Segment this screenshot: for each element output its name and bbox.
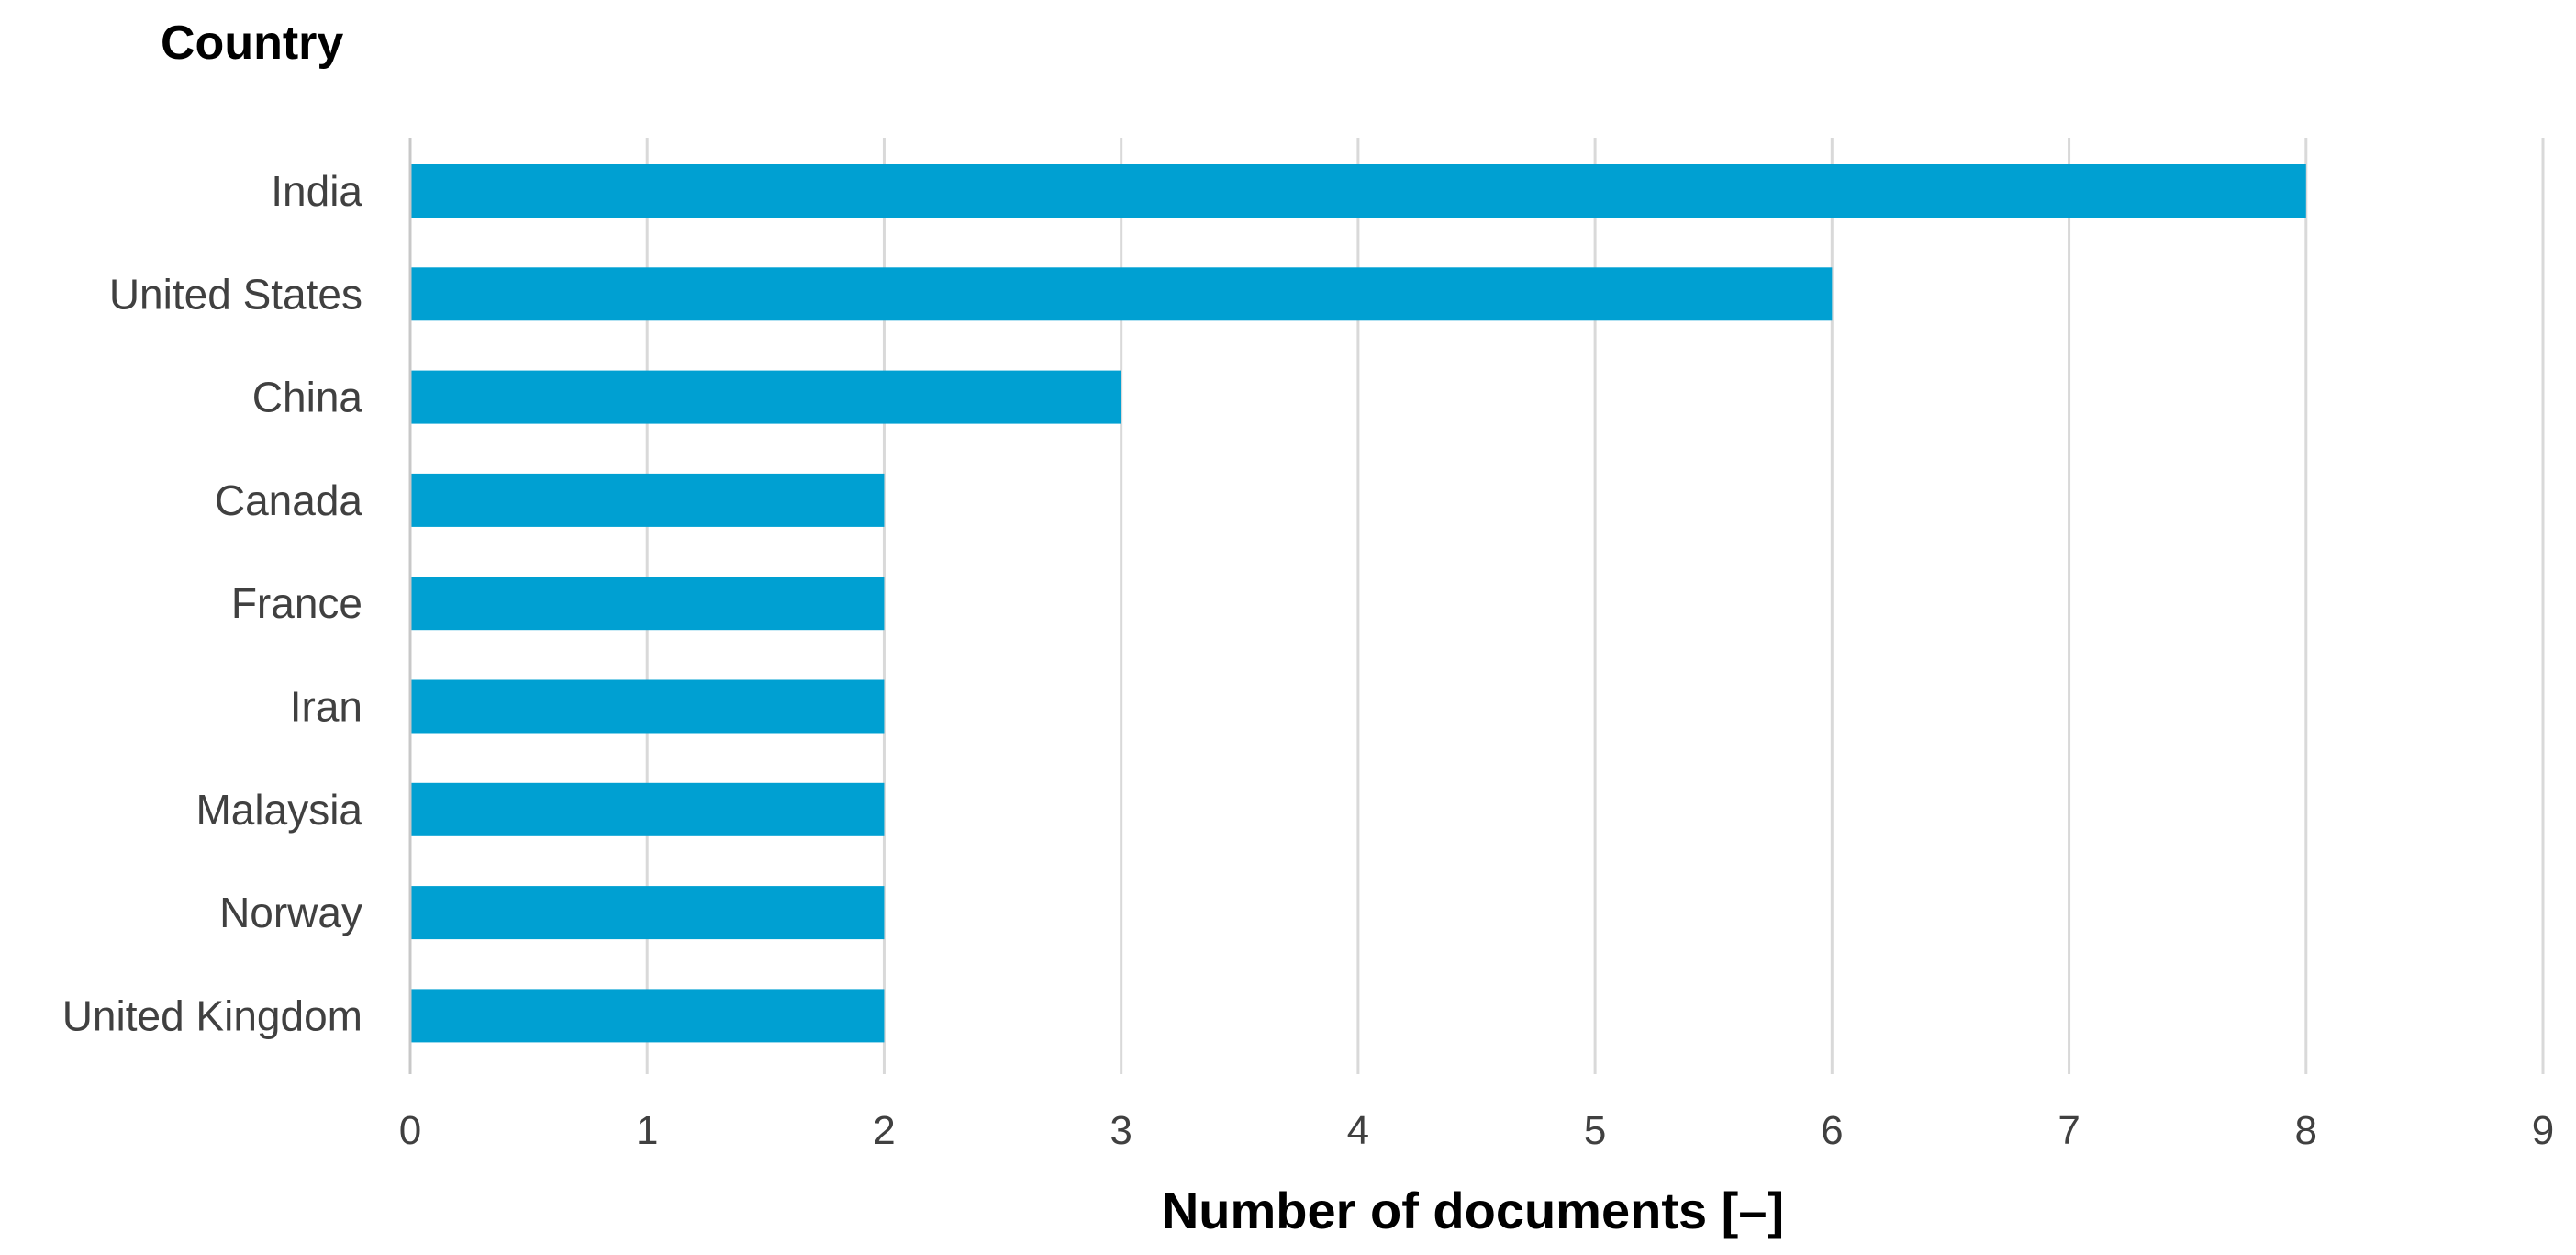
y-axis-title: Country: [161, 17, 343, 70]
labels: Country Number of documents [–] 0 1 2 3 4 5 6 7…: [62, 17, 2555, 1239]
category-label-india: India: [271, 167, 362, 215]
x-tick-label: 9: [2532, 1108, 2554, 1153]
bar-india: [410, 164, 2306, 218]
x-tick-label: 1: [636, 1108, 658, 1153]
bar-france: [410, 577, 885, 631]
x-tick-label: 6: [1821, 1108, 1843, 1153]
category-label-united-states: United States: [109, 270, 362, 318]
x-tick-label: 7: [2057, 1108, 2080, 1153]
x-axis-title: Number of documents [–]: [1162, 1182, 1784, 1239]
category-label-norway: Norway: [219, 889, 362, 936]
bar-united-states: [410, 267, 1833, 321]
x-tick-label: 2: [873, 1108, 895, 1153]
bar-united-kingdom: [410, 989, 885, 1043]
bar-norway: [410, 886, 885, 940]
bar-canada: [410, 473, 885, 527]
bar-china: [410, 370, 1121, 424]
category-label-iran: Iran: [290, 683, 362, 731]
x-tick-label: 4: [1347, 1108, 1369, 1153]
category-label-malaysia: Malaysia: [195, 786, 362, 834]
x-tick-label: 0: [399, 1108, 421, 1153]
category-label-united-kingdom: United Kingdom: [62, 992, 362, 1039]
x-tick-label: 5: [1584, 1108, 1606, 1153]
bar-iran: [410, 679, 885, 734]
x-tick-label: 3: [1110, 1108, 1132, 1153]
category-label-canada: Canada: [215, 476, 363, 524]
category-label-china: China: [252, 374, 363, 421]
bar-malaysia: [410, 782, 885, 836]
bars: [410, 164, 2306, 1043]
category-label-france: France: [231, 579, 362, 627]
x-tick-label: 8: [2295, 1108, 2317, 1153]
